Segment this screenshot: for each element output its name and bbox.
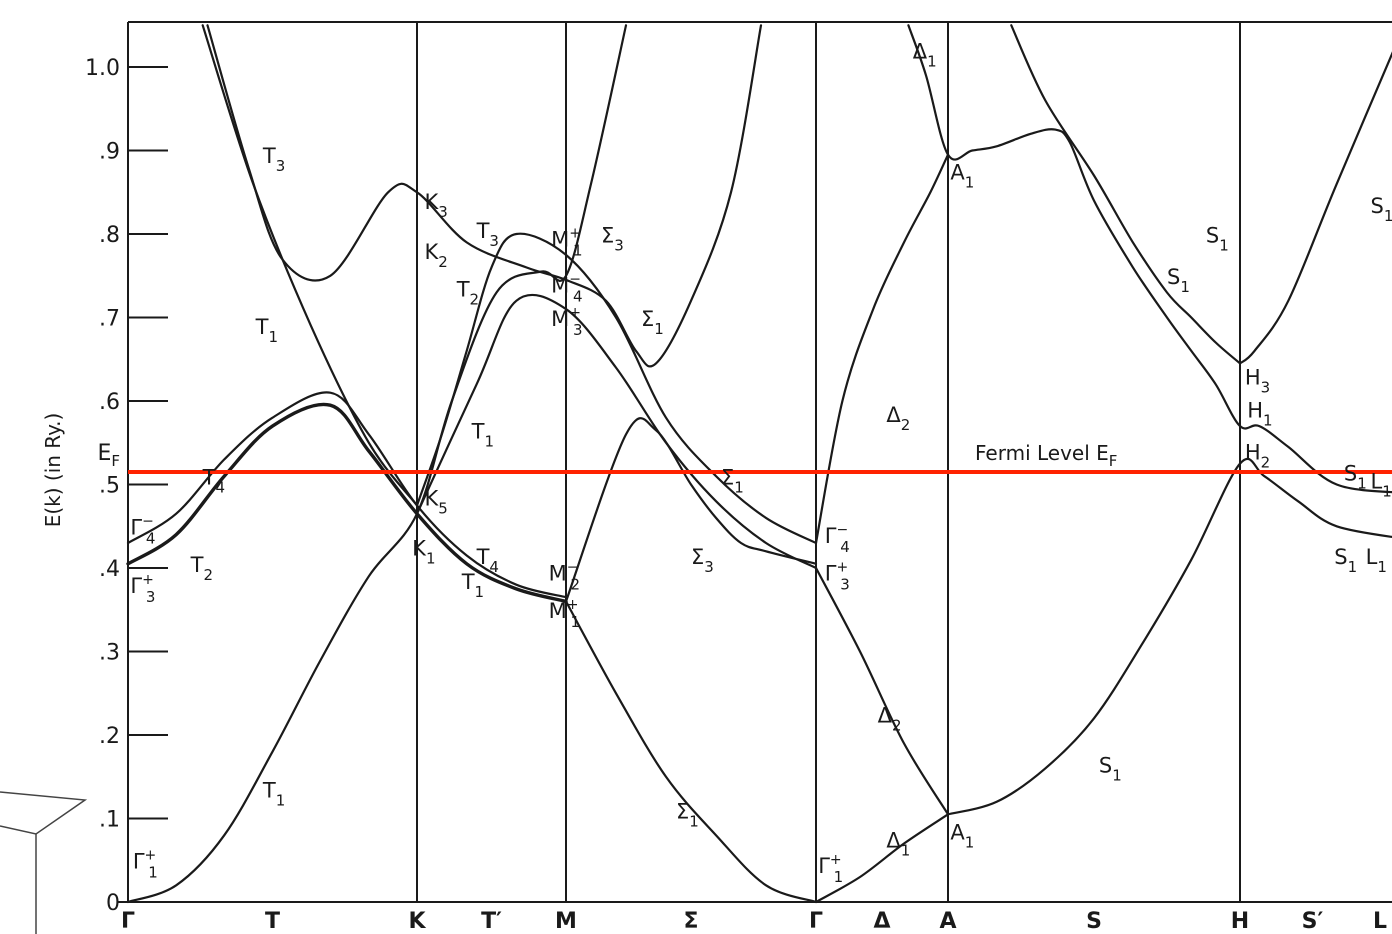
band-3 (126, 391, 568, 599)
band-label-33: Δ1 (886, 829, 910, 860)
segment-label-4: S (1086, 909, 1102, 934)
band-label-21: M+ 1 (549, 597, 580, 631)
k-point-labels: Γ K M Γ A H L T T′ Σ Δ S S′ (121, 909, 1387, 934)
fermi-level-label: Fermi Level EF (975, 441, 1117, 470)
band-10 (814, 566, 950, 816)
band-label-25: Σ3 (691, 545, 714, 576)
y-axis-label: E(k) (in Ry.) (41, 413, 65, 528)
k-label-1: K (408, 909, 426, 934)
band-label-20: M− 2 (549, 560, 580, 594)
y-tick-label: .1 (99, 808, 120, 833)
band-label-28: Γ+ 3 (825, 560, 850, 594)
y-tick-label: .6 (99, 390, 120, 415)
band-label-14: T1 (471, 420, 494, 451)
y-tick-label: 1.0 (85, 56, 120, 81)
band-5 (415, 232, 818, 545)
band-label-0: Γ+ 1 (133, 848, 158, 882)
band-label-3: T1 (262, 779, 285, 810)
band-label-10: K5 (424, 486, 447, 517)
k-label-2: M (555, 909, 577, 934)
band-label-22: Σ3 (601, 223, 624, 254)
band-label-44: L1 (1371, 470, 1392, 501)
band-label-27: Γ− 4 (825, 522, 850, 556)
band-6 (415, 293, 818, 570)
band-label-32: Δ2 (878, 703, 902, 734)
band-label-19: M+ 3 (551, 305, 582, 339)
band-label-16: T1 (461, 570, 484, 601)
band-label-35: A1 (950, 820, 974, 851)
band-label-46: L1 (1366, 545, 1387, 576)
band-label-39: S1 (1371, 194, 1392, 225)
band-11 (814, 813, 950, 904)
band-label-38: S1 (1206, 223, 1229, 254)
segment-label-1: T′ (481, 909, 502, 934)
band-label-43: S1 (1344, 461, 1367, 492)
band-13 (946, 457, 1392, 816)
k-label-4: A (939, 909, 956, 934)
band-label-40: H3 (1245, 365, 1270, 396)
band-label-23: Σ1 (641, 307, 664, 338)
bands (126, 24, 1392, 904)
band-label-5: T4 (202, 466, 225, 497)
segment-label-3: Δ (873, 909, 890, 934)
band-1 (201, 24, 419, 507)
y-ticks: 1.0 .9 .8 .7 .6 .5 .4 .3 .2 .1 0 (85, 56, 168, 916)
band-9 (814, 153, 950, 545)
y-tick-label: .5 (99, 474, 120, 499)
band-label-4: T2 (190, 553, 213, 584)
band-2 (126, 402, 568, 604)
y-tick-label: .9 (99, 140, 120, 165)
band-label-13: T2 (456, 278, 479, 309)
segment-label-0: T (265, 909, 280, 934)
y-tick-label: .3 (99, 641, 120, 666)
band-label-37: S1 (1167, 265, 1190, 296)
band-label-11: K1 (412, 536, 435, 567)
k-label-6: L (1373, 909, 1387, 934)
y-tick-label: .4 (99, 557, 120, 582)
band-label-34: A1 (950, 161, 974, 192)
band-8 (564, 600, 818, 904)
y-tick-label: 0 (106, 891, 120, 916)
k-label-0: Γ (121, 909, 135, 934)
band-label-7: T1 (255, 315, 278, 346)
y-tick-label: .8 (99, 223, 120, 248)
band-label-31: Δ2 (886, 403, 910, 434)
segment-label-5: S′ (1302, 909, 1324, 934)
band-label-8: K3 (424, 190, 447, 221)
band-12 (907, 24, 1392, 494)
fermi-axis-label: EF (97, 441, 120, 470)
band-label-15: T4 (476, 545, 499, 576)
band-label-36: S1 (1099, 754, 1122, 785)
y-tick-label: .2 (99, 724, 120, 749)
band-label-26: Σ1 (676, 800, 699, 831)
band-7 (564, 417, 818, 603)
band-label-42: H2 (1245, 440, 1270, 471)
band-label-18: M− 4 (551, 271, 582, 305)
y-tick-label: .7 (99, 307, 120, 332)
band-label-9: K2 (424, 240, 447, 271)
band-label-45: S1 (1334, 545, 1357, 576)
k-label-3: Γ (809, 909, 823, 934)
band-label-2: Γ+ 3 (130, 572, 155, 606)
k-label-5: H (1231, 909, 1249, 934)
band-label-17: M+ 1 (551, 226, 582, 260)
band-14 (1010, 24, 1242, 365)
band-label-1: Γ− 4 (130, 514, 155, 548)
band-label-24: Σ1 (721, 466, 744, 497)
band-label-30: Δ1 (913, 40, 937, 71)
band-label-41: H1 (1247, 399, 1272, 430)
brillouin-zone-inset (0, 708, 92, 934)
band-15 (1238, 51, 1392, 365)
band-label-29: Γ+ 1 (818, 852, 843, 886)
segment-label-2: Σ (683, 909, 698, 934)
band-label-6: T3 (262, 144, 285, 175)
band-label-12: T3 (476, 219, 499, 250)
